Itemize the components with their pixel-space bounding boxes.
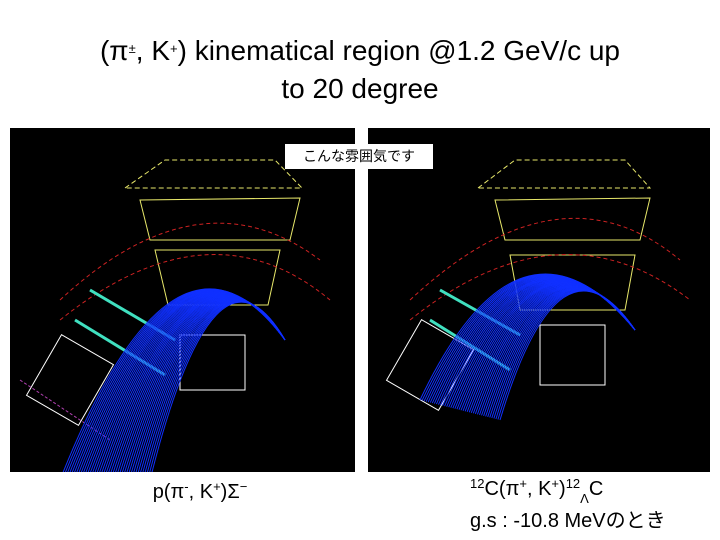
arcs: [59, 222, 331, 321]
caption-sup: 12: [566, 476, 580, 491]
left-caption: p(π-, K+)Σ−: [153, 479, 248, 504]
detector: [25, 159, 304, 426]
tracks: [419, 273, 636, 421]
caption-sub: Λ: [580, 491, 589, 506]
caption-run: ): [559, 478, 566, 500]
title-sup: ±: [129, 41, 136, 56]
title-run: , K: [136, 35, 171, 66]
title-line-1: (π±, K+) kinematical region @1.2 GeV/c u…: [100, 35, 620, 66]
track: [499, 290, 636, 421]
caption-sup: +: [519, 476, 527, 491]
overlay-label: こんな雰囲気です: [303, 148, 415, 164]
caption-sup: 12: [470, 476, 484, 491]
caption-run: C(π: [484, 478, 519, 500]
caption-run: , K: [527, 478, 552, 500]
title-run: (π: [100, 35, 129, 66]
title-line-2: to 20 degree: [281, 73, 438, 104]
tracks: [62, 288, 286, 472]
counter: [19, 379, 111, 441]
caption-sup: -: [184, 479, 188, 494]
caption-sup: −: [240, 479, 248, 494]
caption-run: , K: [189, 481, 214, 503]
right-image: [368, 128, 710, 472]
track: [151, 301, 286, 472]
title-sup: +: [170, 41, 178, 56]
left-image: [10, 128, 355, 472]
right-caption-line-2: g.s : -10.8 MeVのとき: [470, 510, 666, 532]
caption-run: C: [589, 478, 603, 500]
caption-run: p(π: [153, 481, 185, 503]
caption-sup: +: [551, 476, 559, 491]
caption-sup: +: [213, 479, 221, 494]
title-run: ) kinematical region @1.2 GeV/c up: [178, 35, 620, 66]
right-caption-line-1: 12C(π+, K+)12ΛC: [470, 476, 603, 506]
overlay-box: [285, 144, 433, 169]
arcs: [409, 217, 691, 321]
caption-run: )Σ: [221, 481, 240, 503]
